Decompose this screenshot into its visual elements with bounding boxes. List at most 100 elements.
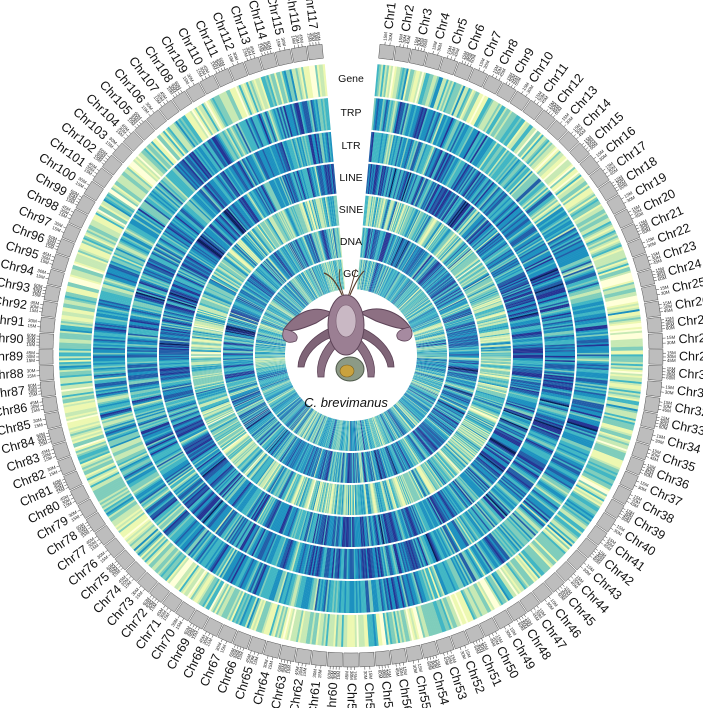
heat-bin <box>160 375 191 381</box>
heat-bin <box>542 321 573 328</box>
heat-bin <box>93 368 126 372</box>
heat-bin <box>427 274 452 294</box>
heat-bin <box>465 278 493 294</box>
heat-bin <box>206 100 225 130</box>
heat-bin <box>324 196 331 227</box>
heat-bin <box>426 460 445 486</box>
heat-bin <box>445 321 475 330</box>
heat-bin <box>512 346 543 350</box>
heat-bin <box>166 401 197 412</box>
heat-bin <box>465 218 488 241</box>
heat-bin <box>472 401 501 414</box>
heat-bin <box>575 330 608 335</box>
heat-bin <box>232 482 252 507</box>
heat-bin <box>247 526 263 555</box>
heat-bin <box>456 553 474 583</box>
heat-bin <box>427 567 441 598</box>
heat-bin <box>527 544 551 570</box>
heat-bin <box>436 402 463 418</box>
heat-bin <box>593 445 625 460</box>
heat-bin <box>168 293 198 304</box>
heat-bin <box>590 242 622 257</box>
heat-bin <box>315 613 322 646</box>
heat-bin <box>559 255 590 270</box>
heat-bin <box>480 364 511 368</box>
heat-bin <box>542 318 573 325</box>
heat-bin <box>267 146 281 175</box>
heat-bin <box>418 605 430 637</box>
heat-bin <box>258 224 277 250</box>
heat-bin <box>370 515 376 546</box>
heat-bin <box>394 204 406 233</box>
heat-bin <box>60 322 93 329</box>
heat-bin <box>543 376 574 382</box>
heat-bin <box>204 101 223 130</box>
heat-bin <box>445 120 461 151</box>
heat-bin <box>244 525 261 553</box>
heat-bin <box>65 291 98 301</box>
heat-bin <box>159 455 186 473</box>
heat-bin <box>549 166 576 189</box>
heat-bin <box>453 519 471 546</box>
heat-bin <box>425 498 442 526</box>
heat-bin <box>267 500 282 529</box>
heat-bin <box>571 297 603 307</box>
heat-bin <box>414 143 427 173</box>
heat-bin <box>437 154 453 183</box>
heat-bin <box>404 104 415 136</box>
heat-bin <box>312 65 319 98</box>
heat-bin <box>394 442 409 470</box>
heat-bin <box>552 517 579 540</box>
heat-bin <box>521 502 547 525</box>
heat-bin <box>414 215 431 243</box>
heat-bin <box>390 544 398 575</box>
heat-bin <box>405 174 417 203</box>
heat-bin <box>461 472 484 496</box>
heat-bin <box>285 208 299 237</box>
heat-bin <box>173 518 197 544</box>
heat-bin <box>459 266 486 285</box>
heat-bin <box>201 401 230 413</box>
heat-bin <box>527 194 554 216</box>
heat-bin <box>233 442 256 465</box>
heat-bin <box>322 197 329 228</box>
heat-bin <box>397 102 406 135</box>
heat-bin <box>533 146 558 171</box>
heat-bin <box>480 365 511 369</box>
heat-bin <box>214 469 238 492</box>
heat-bin <box>476 99 495 129</box>
heat-bin <box>448 595 463 626</box>
heat-bin <box>218 215 241 238</box>
heat-bin <box>245 118 260 149</box>
heat-bin <box>205 140 225 169</box>
heat-bin <box>188 488 211 510</box>
heat-bin <box>94 375 127 381</box>
heat-bin <box>173 121 195 149</box>
heat-bin <box>226 253 251 274</box>
heat-bin <box>248 231 269 256</box>
heat-bin <box>573 310 606 319</box>
heat-bin <box>520 133 543 159</box>
heat-bin <box>209 224 233 246</box>
heat-bin <box>520 184 547 208</box>
heat-bin <box>199 303 228 315</box>
heat-bin <box>504 563 525 592</box>
heat-bin <box>497 272 526 287</box>
heat-bin <box>123 231 153 249</box>
heat-bin <box>366 614 371 647</box>
heat-bin <box>501 284 531 297</box>
heat-bin <box>129 471 158 490</box>
heat-bin <box>316 449 326 479</box>
heat-bin <box>553 171 580 194</box>
heat-bin <box>276 504 289 533</box>
heat-bin <box>397 171 409 201</box>
heat-bin <box>512 335 543 340</box>
heat-bin <box>462 216 485 239</box>
heat-bin <box>498 420 527 435</box>
heat-bin <box>216 470 239 494</box>
heat-bin <box>469 223 492 245</box>
heat-bin <box>61 312 94 320</box>
heat-bin <box>416 260 438 283</box>
heat-bin <box>372 515 379 546</box>
heat-bin <box>201 296 231 309</box>
